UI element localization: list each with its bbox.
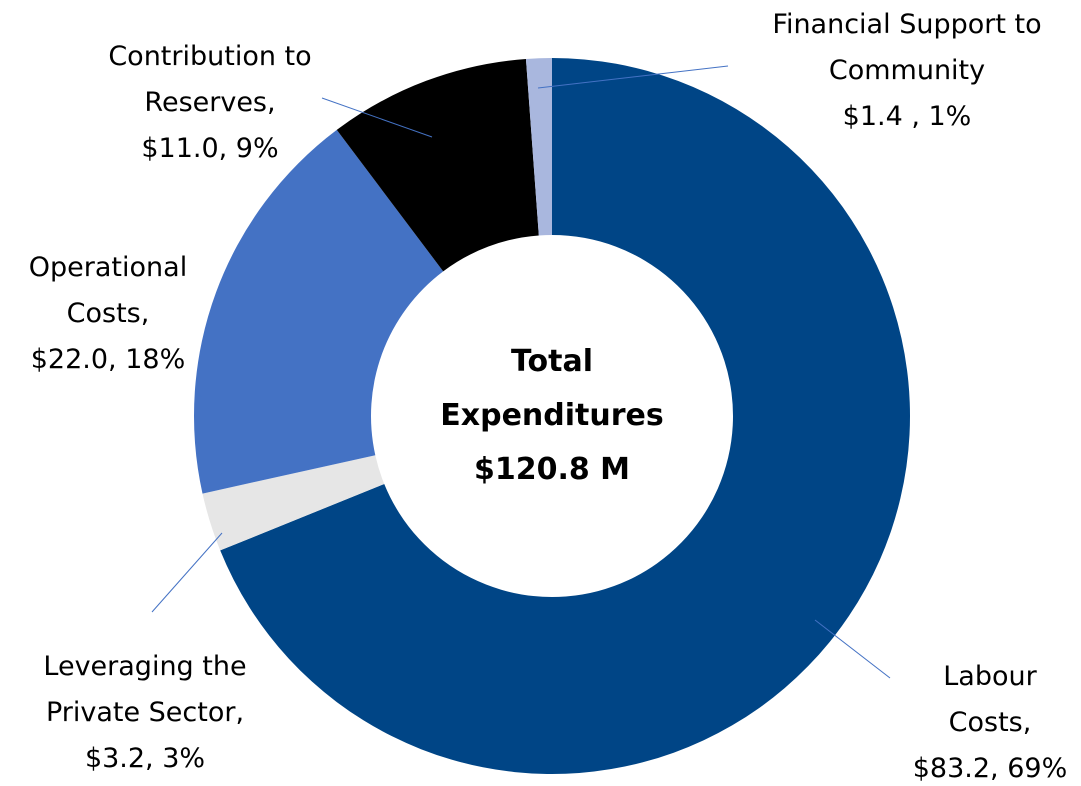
category-label: Contribution to Reserves, bbox=[108, 41, 312, 118]
slice-label: Labour Costs, $83.2, 69% bbox=[900, 654, 1080, 786]
slice-label: Contribution to Reserves, $11.0, 9% bbox=[90, 34, 330, 172]
value-label: $1.4 , 1% bbox=[842, 101, 972, 132]
category-label: Labour Costs, bbox=[943, 661, 1037, 738]
leader-line bbox=[151, 532, 223, 613]
center-line: Total bbox=[511, 344, 593, 379]
center-line: Expenditures bbox=[440, 398, 664, 433]
slice-label: Financial Support to Community $1.4 , 1% bbox=[752, 2, 1062, 140]
category-label: Leveraging the Private Sector, bbox=[43, 651, 247, 728]
leader-lines bbox=[151, 65, 891, 679]
slice bbox=[220, 58, 911, 774]
slice-label: Leveraging the Private Sector, $3.2, 3% bbox=[30, 644, 260, 782]
slice bbox=[336, 58, 539, 272]
value-label: $11.0, 9% bbox=[141, 133, 279, 164]
slices bbox=[194, 58, 911, 774]
slice bbox=[194, 129, 444, 494]
value-label: $3.2, 3% bbox=[84, 743, 206, 774]
leader-line bbox=[537, 65, 729, 89]
slice bbox=[525, 58, 552, 236]
value-label: $83.2, 69% bbox=[912, 753, 1068, 784]
slice-label: Operational Costs, $22.0, 18% bbox=[8, 245, 208, 383]
center-line: $120.8 M bbox=[473, 452, 631, 487]
center-label: Total Expenditures $120.8 M bbox=[402, 335, 702, 497]
leader-line bbox=[321, 97, 433, 138]
leader-line bbox=[814, 619, 891, 679]
value-label: $22.0, 18% bbox=[30, 344, 186, 375]
category-label: Operational Costs, bbox=[28, 252, 188, 329]
category-label: Financial Support to Community bbox=[772, 9, 1042, 86]
slice bbox=[202, 455, 385, 551]
leader-line bbox=[195, 392, 203, 398]
